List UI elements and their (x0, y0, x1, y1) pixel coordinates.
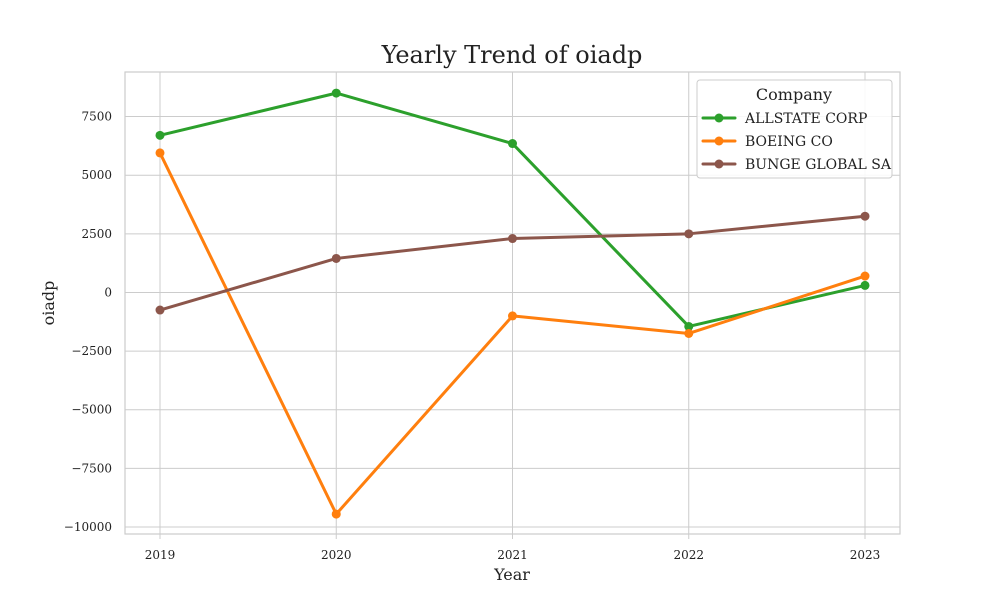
legend-entry: BOEING CO (701, 134, 833, 150)
data-point (155, 305, 165, 315)
data-point (860, 280, 870, 290)
data-point (684, 229, 694, 239)
x-axis-label: Year (493, 565, 530, 584)
data-point (155, 148, 165, 158)
tick-labels: 2019 2020 2021 2022 2023 7500 5000 2500 0 −2500 −5… (64, 110, 881, 562)
legend-entry: BUNGE GLOBAL SA (701, 157, 892, 173)
legend-label: BOEING CO (745, 134, 833, 150)
y-tick-label: 5000 (81, 168, 112, 182)
y-tick-label: −10000 (64, 520, 112, 534)
x-tick-label: 2019 (145, 548, 176, 562)
legend-label: BUNGE GLOBAL SA (745, 157, 892, 173)
legend-entry: ALLSTATE CORP (701, 111, 867, 127)
x-tick-label: 2022 (673, 548, 704, 562)
legend-swatch-marker (714, 136, 724, 146)
grid (125, 72, 900, 534)
y-tick-label: 7500 (81, 110, 112, 124)
y-tick-label: −2500 (71, 344, 112, 358)
legend-title: Company (756, 85, 832, 104)
y-tick-label: −5000 (71, 403, 112, 417)
data-point (860, 271, 870, 281)
legend-box (696, 79, 893, 179)
x-tick-label: 2020 (321, 548, 352, 562)
y-axis-label: oiadp (39, 281, 58, 326)
y-tick-label: −7500 (71, 461, 112, 475)
series-1 (155, 148, 870, 519)
series-2 (155, 211, 870, 315)
series-layer (155, 88, 870, 519)
legend-swatch-marker (714, 113, 724, 123)
data-point (331, 509, 341, 519)
data-point (155, 130, 165, 140)
legend-swatch-marker (714, 159, 724, 169)
chart-title: Yearly Trend of oiadp (381, 41, 643, 69)
data-point (508, 139, 517, 149)
y-tick-label: 0 (104, 285, 112, 299)
legend: Company ALLSTATE CORP BOEING CO BUNGE GLOB… (696, 79, 893, 179)
data-point (508, 234, 517, 244)
data-point (331, 88, 341, 98)
data-point (331, 253, 341, 263)
data-point (860, 211, 870, 221)
y-tick-label: 2500 (81, 227, 112, 241)
x-tick-label: 2023 (850, 548, 881, 562)
legend-label: ALLSTATE CORP (744, 111, 867, 127)
data-point (684, 328, 694, 338)
data-point (508, 311, 517, 321)
x-tick-label: 2021 (497, 548, 528, 562)
data-point (684, 321, 694, 331)
